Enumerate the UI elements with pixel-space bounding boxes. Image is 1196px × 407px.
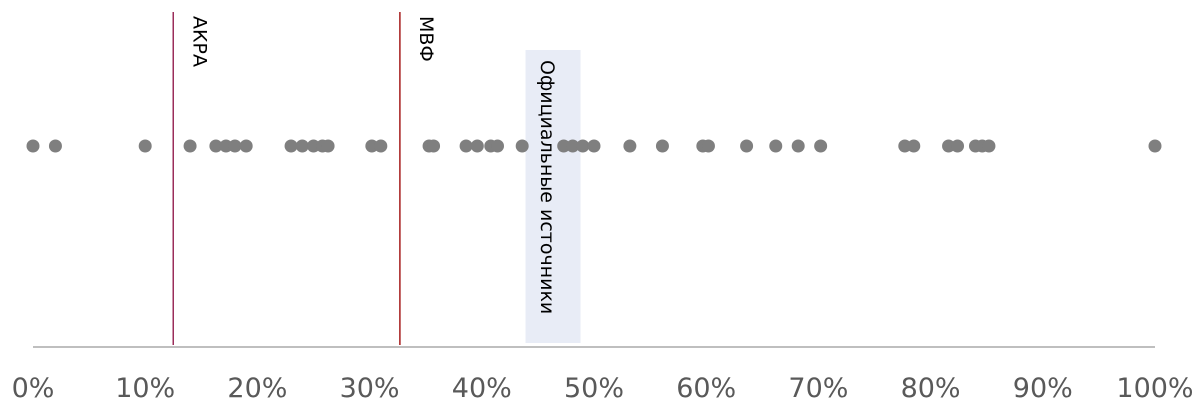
data-point [228, 139, 242, 153]
data-point [898, 139, 912, 153]
data-point [907, 139, 921, 153]
data-point [295, 139, 309, 153]
x-tick-label: 60% [676, 373, 736, 404]
reference-line-label: МВФ [415, 16, 437, 62]
data-point [515, 139, 529, 153]
data-point [26, 139, 40, 153]
data-point [321, 139, 335, 153]
data-point [769, 139, 783, 153]
x-tick-label: 10% [115, 373, 175, 404]
data-point [557, 139, 571, 153]
reference-line-label: АКРА [188, 16, 210, 67]
data-point [740, 139, 754, 153]
data-point [1148, 139, 1162, 153]
data-point [427, 139, 441, 153]
x-tick-label: 80% [901, 373, 961, 404]
data-point [814, 139, 828, 153]
data-point [491, 139, 505, 153]
x-axis: 0% 10% 20% 30% 40% 50% 60% 70% 80% 90% 100% [12, 346, 1194, 404]
x-tick-label: 30% [340, 373, 400, 404]
data-point [365, 139, 379, 153]
highlight-band-rect [525, 50, 581, 343]
data-point [284, 139, 298, 153]
highlight-band-label: Официальные источники [536, 60, 558, 314]
data-point [48, 139, 62, 153]
x-tick-label: 50% [564, 373, 624, 404]
data-point [623, 139, 637, 153]
data-point [701, 139, 715, 153]
data-points [26, 139, 1162, 153]
x-tick-label: 0% [12, 373, 55, 404]
data-point [307, 139, 320, 153]
data-point [219, 139, 233, 153]
x-tick-label: 20% [227, 373, 287, 404]
data-point [138, 139, 152, 153]
highlight-band [525, 50, 581, 343]
data-point [655, 139, 669, 153]
data-point [566, 139, 580, 153]
data-point [791, 139, 805, 153]
data-point [982, 139, 996, 153]
data-point [587, 139, 601, 153]
reference-lines [172, 12, 401, 345]
data-point [576, 139, 590, 153]
x-tick-label: 90% [1013, 373, 1073, 404]
x-tick-label: 100% [1116, 373, 1193, 404]
data-point [374, 139, 388, 153]
x-tick-label: 70% [788, 373, 848, 404]
data-point [183, 139, 197, 153]
data-point [470, 139, 484, 153]
data-point [951, 139, 965, 153]
data-point [459, 139, 473, 153]
data-point [942, 139, 956, 153]
data-point [209, 139, 223, 153]
data-point [239, 139, 253, 153]
x-tick-label: 40% [452, 373, 512, 404]
labels: АКРА МВФ Официальные источники [188, 16, 558, 314]
